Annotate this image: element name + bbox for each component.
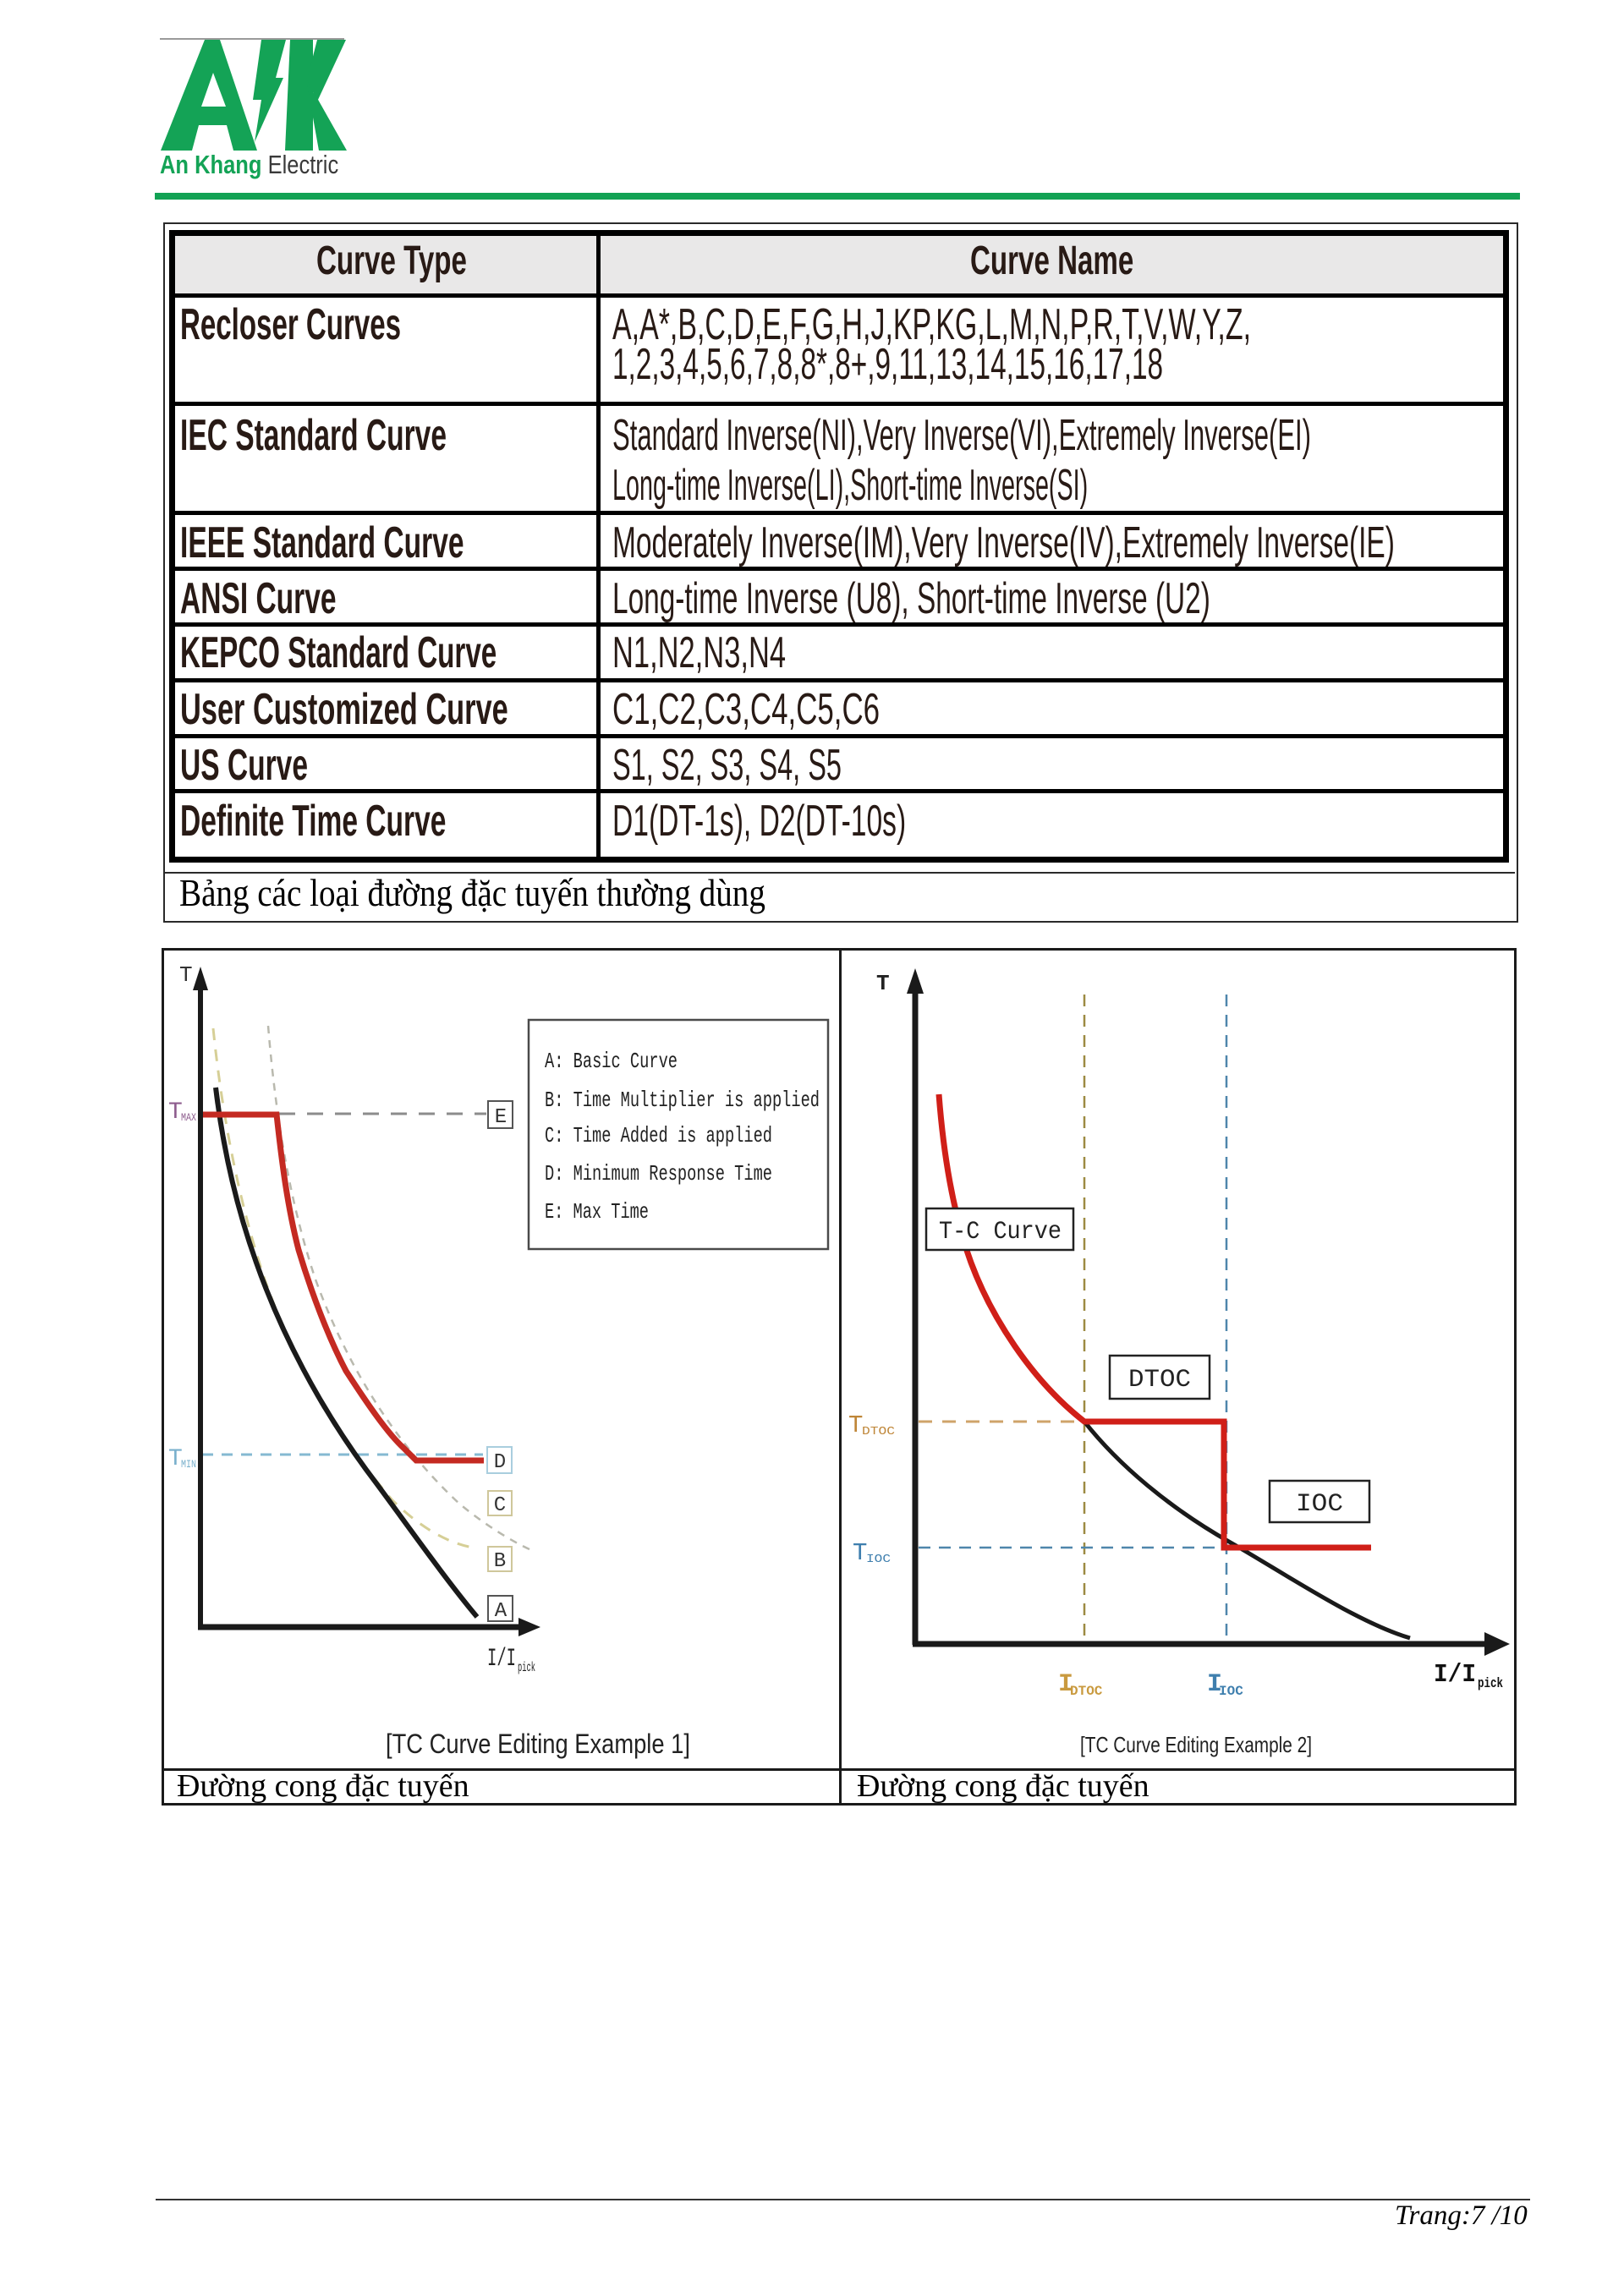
svg-text:T: T xyxy=(848,1411,863,1439)
svg-text:D: Minimum Response Time: D: Minimum Response Time xyxy=(545,1161,772,1186)
svg-text:A: A xyxy=(495,1600,508,1623)
svg-text:IOC: IOC xyxy=(1296,1490,1343,1519)
svg-text:T: T xyxy=(853,1539,867,1567)
svg-text:T: T xyxy=(168,1446,183,1472)
svg-text:I/I: I/I xyxy=(1434,1660,1476,1690)
svg-text:T-C Curve: T-C Curve xyxy=(939,1218,1062,1247)
svg-text:I: I xyxy=(1207,1670,1222,1699)
svg-text:T: T xyxy=(876,971,890,996)
svg-text:I/I: I/I xyxy=(487,1645,516,1674)
svg-text:DTOC: DTOC xyxy=(1128,1366,1191,1395)
svg-text:T: T xyxy=(168,1099,183,1126)
svg-text:DTOC: DTOC xyxy=(862,1425,895,1438)
svg-text:C: C xyxy=(494,1494,506,1517)
svg-text:pick: pick xyxy=(1478,1676,1503,1692)
svg-text:E: E xyxy=(495,1106,507,1129)
svg-text:B: B xyxy=(494,1550,506,1573)
svg-text:E: Max Time: E: Max Time xyxy=(545,1199,649,1225)
svg-text:T: T xyxy=(179,962,193,988)
svg-text:A: Basic Curve: A: Basic Curve xyxy=(545,1049,678,1074)
svg-text:D: D xyxy=(494,1451,506,1474)
svg-text:MIN: MIN xyxy=(181,1458,196,1471)
svg-text:DTOC: DTOC xyxy=(1070,1684,1103,1699)
svg-text:C: Time Added is applied: C: Time Added is applied xyxy=(545,1123,772,1148)
svg-text:IOC: IOC xyxy=(866,1553,891,1566)
svg-text:MAX: MAX xyxy=(181,1111,196,1124)
svg-text:pick: pick xyxy=(518,1660,535,1675)
svg-text:IOC: IOC xyxy=(1219,1684,1243,1699)
svg-text:I: I xyxy=(1058,1670,1073,1699)
svg-text:B: Time Multiplier is applied: B: Time Multiplier is applied xyxy=(545,1088,820,1113)
